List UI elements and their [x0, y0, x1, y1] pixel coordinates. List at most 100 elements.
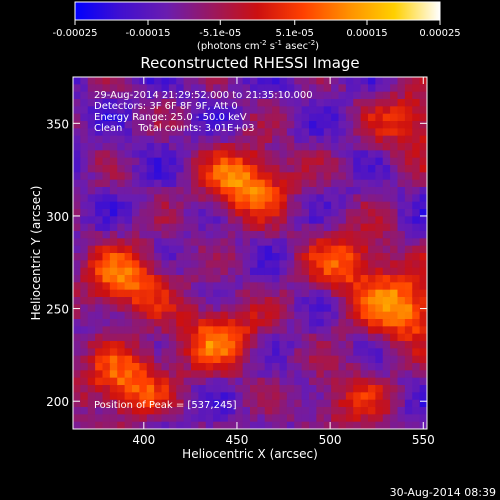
heatmap-cell — [390, 326, 399, 335]
heatmap-cell — [360, 216, 369, 225]
heatmap-cell — [250, 165, 258, 173]
heatmap-cell — [80, 245, 89, 254]
heatmap-cell — [353, 260, 362, 269]
heatmap-cell — [345, 84, 354, 93]
heatmap-cell — [331, 370, 340, 379]
heatmap-cell — [250, 370, 258, 379]
heatmap-cell — [95, 187, 104, 195]
heatmap-cell — [257, 370, 266, 379]
heatmap-cell — [419, 143, 427, 151]
heatmap-cell — [87, 172, 96, 181]
heatmap-cell — [272, 179, 281, 188]
heatmap-cell — [227, 399, 236, 408]
heatmap-cell — [331, 194, 340, 203]
heatmap-cell — [375, 99, 384, 107]
heatmap-cell — [154, 297, 163, 305]
heatmap-cell — [161, 377, 170, 386]
heatmap-cell — [309, 201, 317, 210]
heatmap-cell — [95, 209, 104, 217]
heatmap-cell — [331, 231, 340, 239]
heatmap-cell — [242, 172, 251, 181]
heatmap-cell — [390, 91, 399, 100]
heatmap-cell — [316, 143, 325, 151]
heatmap-cell — [272, 150, 281, 159]
heatmap-cell — [272, 187, 281, 195]
heatmap-cell — [87, 282, 96, 291]
heatmap-cell — [286, 377, 295, 386]
heatmap-cell — [404, 143, 413, 151]
heatmap-cell — [220, 399, 229, 408]
heatmap-cell — [102, 209, 111, 217]
y-tick-label: 350 — [46, 117, 69, 131]
heatmap-cell — [154, 194, 163, 203]
heatmap-cell — [80, 421, 89, 429]
heatmap-cell — [161, 77, 170, 85]
heatmap-cell — [102, 392, 111, 401]
heatmap-cell — [250, 421, 258, 429]
heatmap-cell — [345, 238, 354, 247]
heatmap-cell — [242, 209, 251, 217]
heatmap-cell — [345, 91, 354, 100]
heatmap-cell — [404, 223, 413, 232]
heatmap-cell — [331, 99, 340, 107]
heatmap-cell — [205, 77, 214, 85]
heatmap-cell — [338, 319, 347, 327]
heatmap-cell — [397, 99, 406, 107]
heatmap-cell — [227, 113, 236, 122]
heatmap-cell — [257, 77, 266, 85]
heatmap-cell — [301, 84, 310, 93]
heatmap-cell — [368, 385, 376, 393]
heatmap-cell — [375, 165, 384, 173]
heatmap-cell — [183, 355, 192, 364]
heatmap-cell — [139, 238, 148, 247]
heatmap-cell — [404, 333, 413, 342]
heatmap-cell — [419, 282, 427, 291]
heatmap-cell — [368, 150, 376, 159]
heatmap-cell — [95, 106, 104, 115]
heatmap-cell — [154, 201, 163, 210]
heatmap-cell — [309, 407, 317, 415]
heatmap-cell — [242, 385, 251, 393]
heatmap-cell — [412, 289, 421, 298]
heatmap-cell — [390, 187, 399, 195]
heatmap-cell — [250, 209, 258, 217]
heatmap-cell — [124, 128, 133, 137]
heatmap-cell — [375, 77, 384, 85]
heatmap-cell — [375, 289, 384, 298]
heatmap-cell — [73, 414, 81, 423]
heatmap-cell — [382, 77, 391, 85]
heatmap-cell — [360, 84, 369, 93]
heatmap-cell — [419, 370, 427, 379]
heatmap-cell — [139, 135, 148, 144]
heatmap-cell — [390, 348, 399, 357]
heatmap-cell — [117, 157, 126, 166]
heatmap-cell — [235, 201, 244, 210]
heatmap-cell — [154, 260, 163, 269]
heatmap-cell — [102, 421, 111, 429]
heatmap-cell — [294, 113, 303, 122]
heatmap-cell — [412, 157, 421, 166]
heatmap-cell — [154, 216, 163, 225]
heatmap-cell — [102, 304, 111, 313]
heatmap-cell — [353, 377, 362, 386]
heatmap-cell — [404, 392, 413, 401]
heatmap-cell — [309, 282, 317, 291]
heatmap-cell — [227, 385, 236, 393]
heatmap-cell — [242, 311, 251, 320]
heatmap-cell — [286, 414, 295, 423]
heatmap-cell — [235, 157, 244, 166]
heatmap-cell — [87, 304, 96, 313]
heatmap-cell — [419, 253, 427, 261]
heatmap-cell — [220, 91, 229, 100]
heatmap-cell — [73, 377, 81, 386]
heatmap-cell — [294, 407, 303, 415]
heatmap-cell — [87, 99, 96, 107]
heatmap-cell — [191, 157, 199, 166]
heatmap-cell — [375, 275, 384, 283]
heatmap-cell — [80, 128, 89, 137]
heatmap-cell — [102, 267, 111, 276]
heatmap-cell — [139, 407, 148, 415]
heatmap-cell — [109, 282, 118, 291]
heatmap-cell — [132, 414, 140, 423]
heatmap-cell — [176, 267, 185, 276]
